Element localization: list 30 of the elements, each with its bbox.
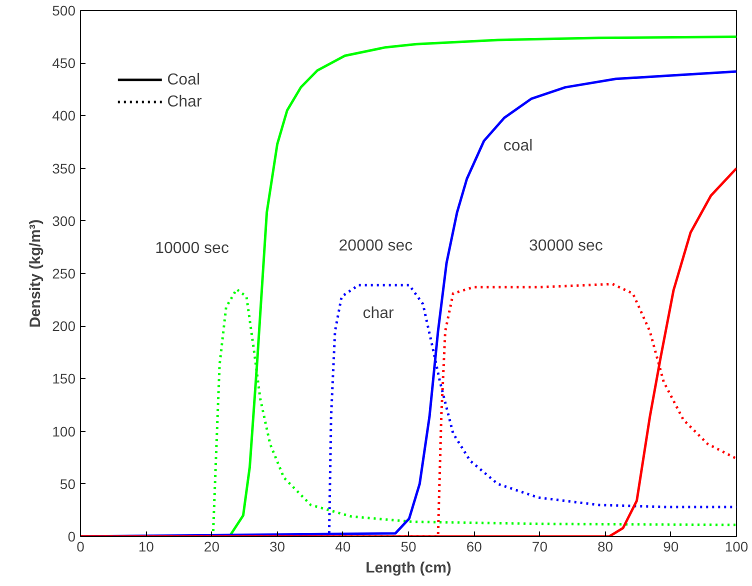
x-tick-label: 70 xyxy=(532,538,548,554)
y-tick-label: 300 xyxy=(52,212,76,229)
x-axis-title: Length (cm) xyxy=(366,560,452,576)
x-tick-label: 50 xyxy=(400,538,416,554)
y-axis-title: Density (kg/m³) xyxy=(27,219,44,328)
x-tick-label: 40 xyxy=(335,538,351,554)
annotation: 20000 sec xyxy=(338,238,413,255)
x-tick-label: 20 xyxy=(204,538,220,554)
y-tick-label: 200 xyxy=(52,318,76,334)
x-tick-label: 10 xyxy=(138,538,154,554)
x-tick-label: 30 xyxy=(270,538,286,554)
annotation: Char xyxy=(167,94,202,111)
y-tick-label: 500 xyxy=(52,2,76,18)
y-tick-label: 250 xyxy=(52,266,76,282)
x-tick-label: 100 xyxy=(724,538,748,554)
y-tick-label: 0 xyxy=(68,528,76,544)
annotation: Coal xyxy=(167,71,200,88)
y-tick-label: 450 xyxy=(52,55,76,72)
x-tick-label: 90 xyxy=(663,538,679,554)
x-tick-label: 80 xyxy=(598,538,614,554)
x-tick-label: 60 xyxy=(466,538,482,554)
y-tick-label: 50 xyxy=(60,476,76,492)
annotation: coal xyxy=(503,138,533,155)
y-tick-label: 350 xyxy=(52,160,76,176)
annotation: char xyxy=(362,304,395,322)
y-tick-label: 150 xyxy=(52,370,76,387)
annotation: 30000 sec xyxy=(529,238,603,255)
y-tick-label: 100 xyxy=(52,423,76,440)
y-tick-label: 400 xyxy=(52,108,76,124)
annotation: 10000 sec xyxy=(155,240,229,257)
